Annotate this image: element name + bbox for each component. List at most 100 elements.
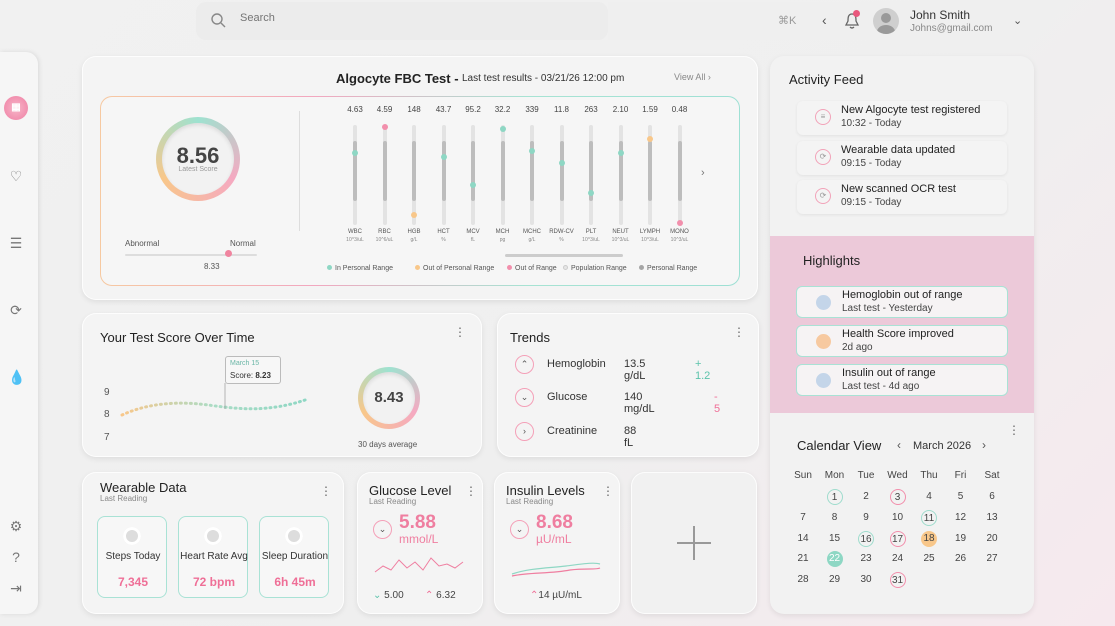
marker-unit: % xyxy=(441,237,446,243)
more-icon[interactable]: ⋮ xyxy=(602,484,614,498)
calendar-day[interactable]: 20 xyxy=(986,532,998,544)
marker-unit: % xyxy=(559,237,564,243)
calendar-day[interactable]: 21 xyxy=(797,553,809,565)
insulin-bottom: ⌃14 µU/mL xyxy=(530,590,582,601)
calendar-day[interactable]: 17 xyxy=(889,530,906,547)
more-icon[interactable]: ⋮ xyxy=(454,325,466,339)
activity-item-time: 10:32 - Today xyxy=(841,118,902,129)
marker-unit: 10^3/uL xyxy=(346,237,364,243)
more-icon[interactable]: ⋮ xyxy=(1008,423,1020,437)
plus-icon xyxy=(677,526,711,560)
calendar-day[interactable]: 19 xyxy=(954,532,967,544)
steps-tile[interactable]: Steps Today 7,345 xyxy=(97,516,167,598)
chevron-left-icon[interactable]: ‹ xyxy=(897,438,901,452)
heart-icon[interactable]: ♡ xyxy=(9,168,23,184)
marker-dot xyxy=(352,150,358,156)
insulin-value: 8.68 xyxy=(536,512,573,533)
trend-delta: - 5 xyxy=(714,391,721,415)
more-icon[interactable]: ⋮ xyxy=(465,484,477,498)
calendar-day[interactable]: 6 xyxy=(989,491,995,502)
help-icon[interactable]: ? xyxy=(12,549,20,565)
view-all-link[interactable]: View All › xyxy=(674,72,711,82)
calendar-day[interactable]: 25 xyxy=(923,553,935,565)
calendar-day[interactable]: 28 xyxy=(797,574,809,586)
tooltip-date: March 15 xyxy=(230,360,260,367)
sync-icon[interactable]: ⟳ xyxy=(10,302,22,318)
add-widget-card[interactable] xyxy=(631,472,757,614)
insulin-subtitle: Last Reading xyxy=(506,497,554,506)
chevron-right-icon[interactable]: › xyxy=(701,167,705,179)
search-bar[interactable] xyxy=(196,2,608,40)
more-icon[interactable]: ⋮ xyxy=(733,325,745,339)
glucose-unit: mmol/L xyxy=(399,532,439,546)
marker-scrollbar[interactable] xyxy=(505,254,623,257)
calendar-day[interactable]: 13 xyxy=(986,511,998,523)
highlight-item[interactable]: Health Score improved 2d ago xyxy=(796,325,1008,357)
calendar-day[interactable]: 8 xyxy=(831,511,838,523)
calendar-day[interactable]: 24 xyxy=(891,553,904,565)
more-icon[interactable]: ⋮ xyxy=(320,484,332,498)
marker-unit: fL xyxy=(470,237,476,243)
activity-item[interactable]: ⟳ New scanned OCR test 09:15 - Today xyxy=(797,180,1007,214)
chevron-right-icon[interactable]: › xyxy=(982,438,986,452)
logo-icon[interactable]: ▦ xyxy=(4,96,28,120)
tile-value: 7,345 xyxy=(117,575,149,589)
trend-down-icon[interactable]: ⌄ xyxy=(510,520,529,539)
chevron-left-icon[interactable]: ‹ xyxy=(822,12,827,28)
calendar-day[interactable]: 15 xyxy=(828,532,841,544)
weekday-label: Sat xyxy=(984,470,1000,481)
calendar-day[interactable]: 4 xyxy=(926,491,932,502)
marker-value: 43.7 xyxy=(435,105,452,114)
avatar[interactable] xyxy=(873,8,899,34)
calendar-day[interactable]: 31 xyxy=(889,572,906,589)
chevron-down-icon[interactable]: ⌄ xyxy=(1013,15,1023,27)
highlight-item[interactable]: Hemoglobin out of range Last test - Yest… xyxy=(796,286,1008,318)
insulin-bottom-value: 14 µU/mL xyxy=(538,590,582,601)
glucose-high: ⌃ 6.32 xyxy=(425,590,456,601)
logout-icon[interactable]: ⇥ xyxy=(10,580,22,596)
calendar-day[interactable]: 26 xyxy=(954,553,967,565)
heart-rate-tile[interactable]: Heart Rate Avg 72 bpm xyxy=(178,516,248,598)
calendar-day[interactable]: 3 xyxy=(889,489,906,505)
calendar-day[interactable]: 27 xyxy=(986,553,998,565)
calendar-day[interactable]: 30 xyxy=(860,574,872,586)
calendar-day[interactable]: 22 xyxy=(826,551,843,568)
calendar-day[interactable]: 2 xyxy=(863,491,869,502)
legend-label: Out of Range xyxy=(515,265,557,272)
calendar-day[interactable]: 29 xyxy=(828,574,841,586)
personal-range-bar xyxy=(441,141,446,201)
wearable-title: Wearable Data xyxy=(100,480,187,495)
drop-icon[interactable]: 💧 xyxy=(8,369,26,385)
calendar-day[interactable]: 10 xyxy=(891,511,904,523)
calendar-day[interactable]: 1 xyxy=(826,489,843,505)
calendar-day[interactable]: 18 xyxy=(921,530,937,547)
trend-down-icon[interactable]: ⌄ xyxy=(373,520,392,539)
tile-value: 72 bpm xyxy=(192,575,235,589)
calendar-day[interactable]: 14 xyxy=(797,532,809,544)
search-input[interactable] xyxy=(240,12,540,24)
average-score-ring: 8.43 xyxy=(358,367,420,429)
calendar-day[interactable]: 9 xyxy=(863,511,869,523)
calendar-day[interactable]: 23 xyxy=(860,553,872,565)
list-icon[interactable]: ☰ xyxy=(9,235,23,251)
marker-unit: 10^3/uL xyxy=(582,237,600,243)
marker-value: 4.59 xyxy=(376,105,393,114)
activity-item[interactable]: ≡ New Algocyte test registered 10:32 - T… xyxy=(797,101,1007,135)
tooltip-score-label: Score: xyxy=(230,371,254,380)
trends-title: Trends xyxy=(510,330,550,345)
trends-card: Trends ⋮ ⌃ Hemoglobin 13.5 g/dL + 1.2 ⌄ … xyxy=(497,313,759,457)
marker-dot xyxy=(558,160,565,166)
calendar-day[interactable]: 7 xyxy=(800,511,806,523)
latest-score-value: 8.56 xyxy=(176,143,220,168)
calendar-day[interactable]: 11 xyxy=(921,509,937,526)
calendar-day[interactable]: 12 xyxy=(954,511,967,523)
marker-unit: pg xyxy=(499,237,506,243)
activity-item[interactable]: ⟳ Wearable data updated 09:15 - Today xyxy=(797,141,1007,175)
weekday-label: Mon xyxy=(824,470,845,481)
settings-icon[interactable]: ⚙ xyxy=(9,518,23,534)
calendar-day[interactable]: 16 xyxy=(858,530,874,547)
sleep-tile[interactable]: Sleep Duration 6h 45m xyxy=(259,516,329,598)
calendar-day[interactable]: 5 xyxy=(957,491,964,502)
highlight-item[interactable]: Insulin out of range Last test - 4d ago xyxy=(796,364,1008,396)
tile-label: Steps Today xyxy=(105,551,161,562)
